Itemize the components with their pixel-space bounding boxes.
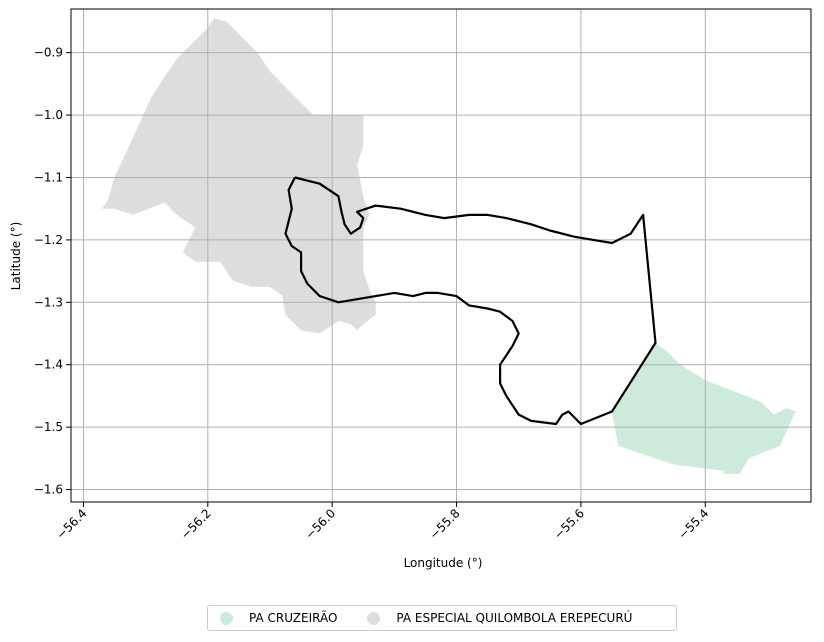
legend-swatch-cruzeirao bbox=[220, 611, 233, 625]
region-pa-especial-quilombola-erepecuru bbox=[102, 18, 376, 334]
region-pa-cruzeirao bbox=[612, 342, 796, 474]
y-axis-ticks: −0.9 −1.0 −1.1 −1.2 −1.3 −1.4 −1.5 −1.6 bbox=[34, 46, 71, 497]
legend-label-erepecuru: PA ESPECIAL QUILOMBOLA EREPECURÚ bbox=[396, 611, 633, 625]
legend-item-cruzeirao: PA CRUZEIRÃO bbox=[220, 611, 337, 625]
x-tick-label: −56.4 bbox=[54, 506, 90, 542]
x-tick-label: −56.0 bbox=[302, 506, 338, 542]
x-tick-label: −55.6 bbox=[551, 506, 587, 542]
y-tick-label: −1.1 bbox=[34, 170, 63, 184]
legend-item-erepecuru: PA ESPECIAL QUILOMBOLA EREPECURÚ bbox=[367, 611, 632, 625]
legend-swatch-erepecuru bbox=[367, 611, 381, 625]
legend-label-cruzeirao: PA CRUZEIRÃO bbox=[249, 611, 338, 625]
plot-frame bbox=[70, 8, 812, 503]
y-tick-label: −1.2 bbox=[34, 233, 63, 247]
y-tick-label: −0.9 bbox=[34, 46, 63, 60]
grid-layer bbox=[71, 9, 811, 502]
x-axis-label: Longitude (°) bbox=[404, 556, 483, 570]
x-tick-label: −56.2 bbox=[178, 506, 214, 542]
boundary-layer bbox=[284, 176, 657, 426]
x-tick-label: −55.8 bbox=[427, 506, 463, 542]
boundary-outline bbox=[284, 176, 657, 426]
y-tick-label: −1.6 bbox=[34, 483, 63, 497]
x-tick-label: −55.4 bbox=[675, 506, 711, 542]
y-axis-label: Latitude (°) bbox=[9, 222, 23, 291]
y-tick-label: −1.4 bbox=[34, 358, 63, 372]
y-tick-label: −1.0 bbox=[34, 108, 63, 122]
y-tick-label: −1.3 bbox=[34, 295, 63, 309]
x-axis-ticks: −56.4 −56.2 −56.0 −55.8 −55.6 −55.4 bbox=[54, 502, 711, 542]
legend: PA CRUZEIRÃO PA ESPECIAL QUILOMBOLA EREP… bbox=[207, 605, 677, 631]
y-tick-label: −1.5 bbox=[34, 420, 63, 434]
regions-layer bbox=[102, 18, 796, 474]
